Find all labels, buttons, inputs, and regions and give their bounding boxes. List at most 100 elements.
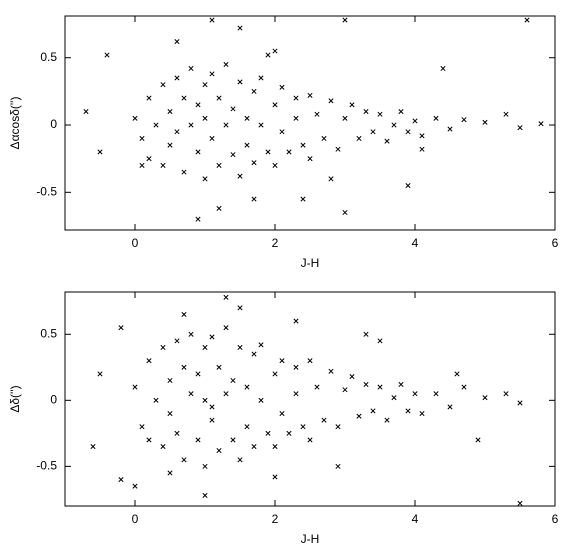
- point: [503, 111, 509, 117]
- point: [433, 115, 439, 121]
- point: [202, 463, 208, 469]
- point: [335, 463, 341, 469]
- point: [258, 342, 264, 348]
- point: [188, 122, 194, 128]
- point: [174, 338, 180, 344]
- point: [118, 477, 124, 483]
- point: [293, 95, 299, 101]
- point: [419, 146, 425, 152]
- point: [104, 52, 110, 58]
- point: [244, 142, 250, 148]
- point: [167, 470, 173, 476]
- point: [195, 437, 201, 443]
- point: [209, 71, 215, 77]
- point: [258, 75, 264, 81]
- point: [244, 424, 250, 430]
- point: [202, 344, 208, 351]
- point: [209, 334, 215, 340]
- point: [349, 373, 355, 380]
- point: [307, 156, 313, 162]
- point: [230, 377, 236, 384]
- point: [195, 149, 201, 155]
- point: [363, 109, 369, 115]
- panel: 0 2 4 6 -0.5 0 0.5 J-H Δδ(''): [8, 291, 559, 546]
- point: [90, 444, 96, 450]
- point: [188, 331, 194, 337]
- point: [230, 106, 236, 112]
- point: [167, 377, 173, 384]
- point: [293, 391, 299, 397]
- point: [391, 122, 397, 128]
- point: [293, 115, 299, 121]
- point: [328, 176, 334, 182]
- point: [272, 444, 278, 450]
- point: [132, 115, 138, 121]
- point: [440, 65, 446, 72]
- point: [181, 457, 187, 463]
- point: [447, 126, 453, 132]
- point: [202, 397, 208, 403]
- point: [146, 156, 152, 162]
- point: [237, 25, 243, 31]
- point: [314, 111, 320, 117]
- y-tick-label: 0: [50, 392, 57, 406]
- point: [279, 84, 285, 90]
- point: [181, 311, 187, 318]
- point: [279, 129, 285, 135]
- point: [97, 149, 103, 155]
- x-tick-label: 4: [412, 512, 419, 526]
- point: [377, 338, 383, 344]
- point: [307, 358, 313, 364]
- point: [293, 364, 299, 370]
- point: [293, 318, 299, 324]
- point: [146, 95, 152, 101]
- point: [223, 325, 229, 331]
- point: [363, 381, 369, 388]
- point: [461, 384, 467, 390]
- point: [461, 117, 467, 123]
- point: [216, 95, 222, 101]
- point: [139, 162, 145, 168]
- point: [181, 169, 187, 175]
- point: [384, 417, 390, 423]
- point: [174, 75, 180, 81]
- point: [356, 413, 362, 419]
- point: [83, 109, 89, 115]
- point: [167, 109, 173, 115]
- x-tick-label: 6: [552, 236, 559, 250]
- x-tick-label: 6: [552, 512, 559, 526]
- point: [167, 410, 173, 417]
- point: [146, 358, 152, 364]
- point: [216, 205, 222, 212]
- point: [174, 430, 180, 436]
- point: [202, 492, 208, 498]
- point: [328, 98, 334, 104]
- y-tick-label: -0.5: [36, 459, 57, 473]
- point: [223, 122, 229, 128]
- point: [482, 395, 488, 401]
- point: [300, 424, 306, 430]
- point: [412, 391, 418, 397]
- point: [174, 129, 180, 135]
- point: [251, 351, 257, 357]
- y-tick-label: 0.5: [40, 50, 57, 64]
- point: [363, 331, 369, 337]
- point: [517, 125, 523, 131]
- point: [237, 173, 243, 179]
- point: [524, 17, 530, 23]
- point: [279, 410, 285, 417]
- point: [209, 135, 215, 142]
- point: [419, 133, 425, 139]
- point: [349, 102, 355, 108]
- point: [517, 400, 523, 406]
- point: [279, 358, 285, 364]
- point: [377, 384, 383, 390]
- y-tick-label: 0.5: [40, 326, 57, 340]
- point: [202, 176, 208, 182]
- point: [475, 437, 481, 443]
- x-tick-label: 0: [132, 512, 139, 526]
- point: [286, 149, 292, 155]
- x-axis-label: J-H: [301, 256, 320, 270]
- point: [153, 397, 159, 403]
- point: [237, 79, 243, 85]
